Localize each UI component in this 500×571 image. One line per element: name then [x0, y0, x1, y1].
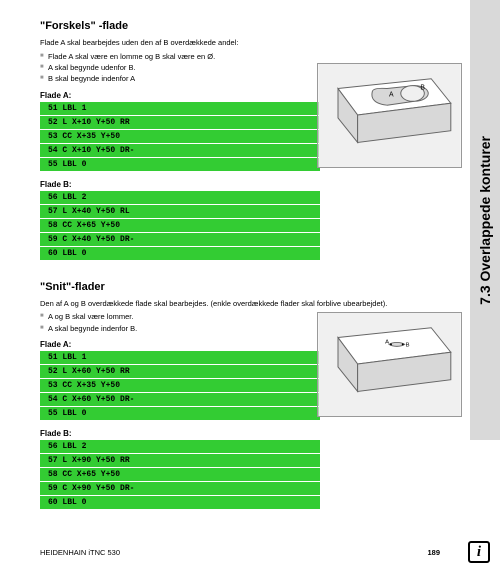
code-row: 54 C X+10 Y+50 DR- [40, 144, 320, 158]
side-tab-text: 7.3 Overlappede konturer [477, 136, 493, 305]
code-row: 56 LBL 2 [40, 191, 320, 205]
code-row: 55 LBL 0 [40, 407, 320, 421]
code-row: 53 CC X+35 Y+50 [40, 379, 320, 393]
code-row: 55 LBL 0 [40, 158, 320, 172]
code-row: 57 L X+90 Y+50 RR [40, 454, 320, 468]
diagram-intersection: A B [317, 312, 462, 417]
code-block-b2: 56 LBL 2 57 L X+90 Y+50 RR 58 CC X+65 Y+… [40, 440, 395, 510]
page-number: 189 [427, 548, 440, 557]
bullet-item: Flade A skal være en lomme og B skal vær… [40, 51, 395, 62]
code-row: 57 L X+40 Y+50 RL [40, 205, 320, 219]
section1-desc: Flade A skal bearbejdes uden den af B ov… [40, 38, 395, 48]
code-row: 53 CC X+35 Y+50 [40, 130, 320, 144]
info-icon: i [468, 541, 490, 563]
code-row: 52 L X+10 Y+50 RR [40, 116, 320, 130]
code-block-b1: 56 LBL 2 57 L X+40 Y+50 RL 58 CC X+65 Y+… [40, 191, 395, 261]
flade-b-label: Flade B: [40, 429, 395, 438]
page-footer: HEIDENHAIN iTNC 530 189 [40, 548, 440, 557]
side-tab: 7.3 Overlappede konturer [470, 0, 500, 440]
code-row: 58 CC X+65 Y+50 [40, 219, 320, 233]
code-row: 59 C X+40 Y+50 DR- [40, 233, 320, 247]
section1-title: "Forskels" -flade [40, 20, 395, 32]
code-row: 56 LBL 2 [40, 440, 320, 454]
section2-title: "Snit"-flader [40, 281, 395, 293]
svg-text:B: B [420, 85, 425, 92]
code-row: 51 LBL 1 [40, 351, 320, 365]
svg-text:A: A [389, 91, 394, 98]
diagram-difference: A B [317, 63, 462, 168]
code-row: 51 LBL 1 [40, 102, 320, 116]
code-row: 60 LBL 0 [40, 247, 320, 261]
code-row: 54 C X+60 Y+50 DR- [40, 393, 320, 407]
code-row: 59 C X+90 Y+50 DR- [40, 482, 320, 496]
flade-b-label: Flade B: [40, 180, 395, 189]
code-row: 60 LBL 0 [40, 496, 320, 510]
footer-left: HEIDENHAIN iTNC 530 [40, 548, 120, 557]
section2-desc: Den af A og B overdækkede flade skal bea… [40, 299, 395, 309]
code-row: 58 CC X+65 Y+50 [40, 468, 320, 482]
svg-text:B: B [406, 342, 410, 348]
code-row: 52 L X+60 Y+50 RR [40, 365, 320, 379]
svg-text:A: A [385, 339, 389, 345]
